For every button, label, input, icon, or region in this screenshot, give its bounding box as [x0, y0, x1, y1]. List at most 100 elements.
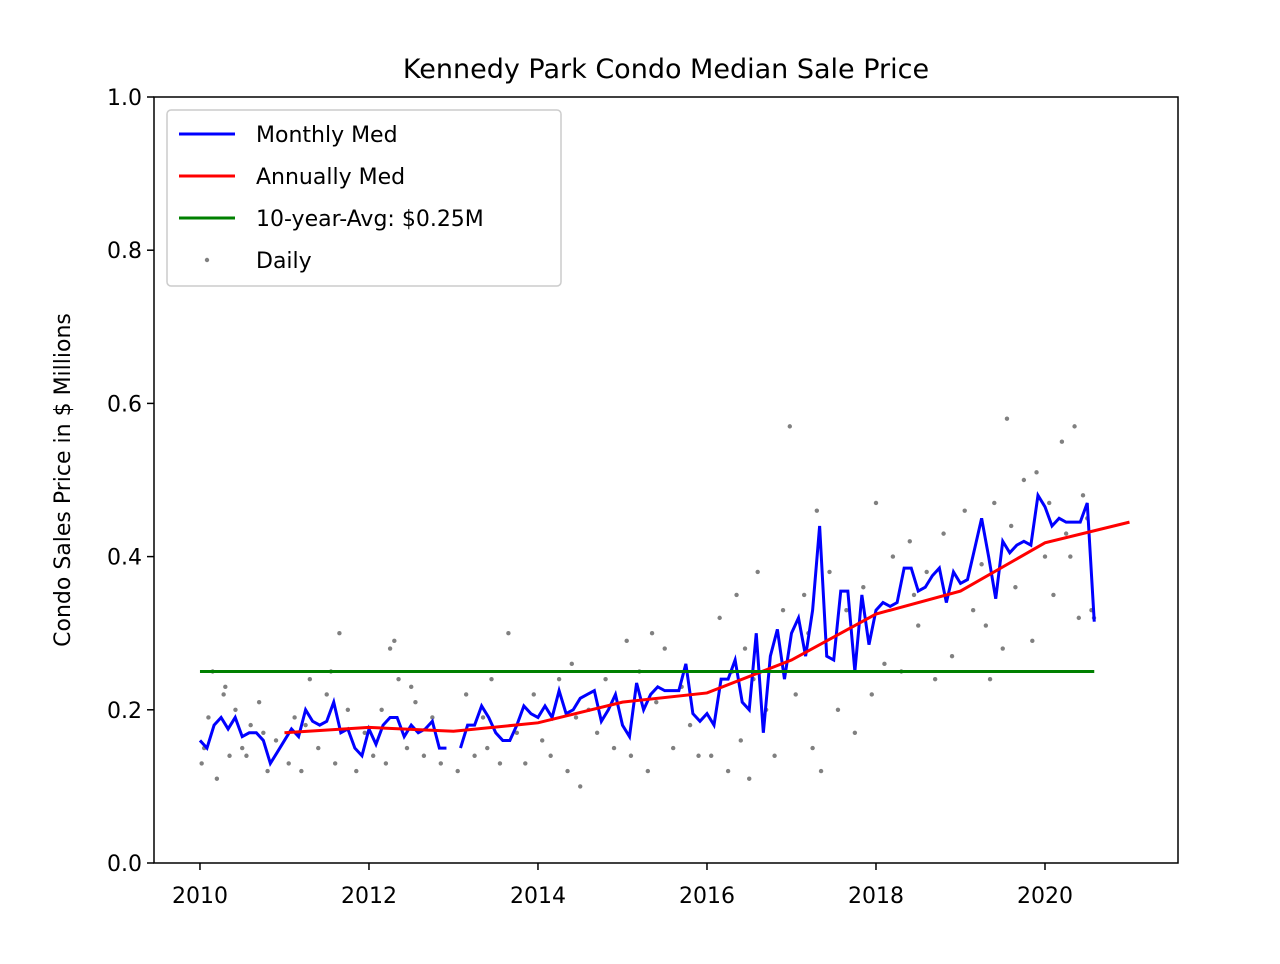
scatter-point [916, 623, 921, 628]
scatter-point [1051, 592, 1056, 598]
scatter-point [556, 676, 562, 682]
scatter-point [256, 699, 262, 705]
legend-label: Daily [256, 249, 312, 274]
scatter-point [962, 508, 967, 513]
scatter-point [949, 653, 955, 659]
scatter-point [793, 692, 798, 697]
scatter-point [742, 646, 748, 651]
scatter-point [1034, 470, 1039, 475]
scatter-point [734, 592, 739, 598]
scatter-point [261, 730, 266, 735]
scatter-point [1021, 477, 1027, 483]
y-tick-label: 0.8 [107, 239, 142, 264]
scatter-point [404, 745, 410, 751]
scatter-point [787, 424, 792, 429]
scatter-point [362, 730, 367, 735]
scatter-point [299, 768, 304, 774]
scatter-point [869, 692, 874, 697]
scatter-point [979, 562, 984, 567]
scatter-point [594, 730, 600, 735]
scatter-point [413, 699, 418, 705]
x-tick-label: 2018 [848, 884, 904, 909]
scatter-point [780, 608, 786, 613]
scatter-point [1047, 500, 1052, 506]
scatter-point [654, 699, 659, 705]
scatter-point [1068, 554, 1073, 559]
scatter-point [1030, 638, 1035, 644]
scatter-point [438, 761, 444, 766]
scatter-point [970, 608, 976, 613]
scatter-point [873, 500, 879, 506]
scatter-point [687, 722, 693, 728]
y-tick-label: 0.0 [107, 852, 142, 877]
scatter-point [316, 745, 321, 751]
scatter-point [286, 761, 291, 766]
chart-title: Kennedy Park Condo Median Sale Price [403, 54, 929, 85]
scatter-point [827, 569, 832, 575]
scatter-point [670, 745, 676, 751]
scatter-point [1063, 531, 1069, 536]
scatter-point [514, 730, 520, 735]
scatter-point [472, 753, 477, 758]
scatter-point [911, 592, 917, 598]
scatter-point [223, 684, 228, 690]
scatter-point [725, 768, 731, 774]
scatter-point [755, 569, 760, 575]
legend-label: Monthly Med [256, 123, 398, 148]
scatter-point [738, 738, 743, 743]
y-tick-label: 0.2 [107, 699, 142, 724]
scatter-point [206, 715, 211, 720]
scatter-point [1004, 416, 1010, 421]
scatter-point [844, 608, 849, 613]
scatter-point [696, 753, 701, 758]
scatter-point [1080, 493, 1086, 498]
scatter-point [240, 745, 245, 751]
scatter-point [987, 676, 993, 682]
x-tick-label: 2010 [172, 884, 228, 909]
scatter-point [273, 738, 279, 743]
scatter-point [421, 753, 427, 758]
scatter-point [1000, 646, 1005, 651]
scatter-point [662, 646, 667, 651]
scatter-point [907, 539, 912, 544]
y-tick-label: 1.0 [107, 86, 142, 111]
scatter-point [523, 761, 528, 766]
scatter-point [392, 638, 397, 644]
y-tick-label: 0.4 [107, 546, 142, 571]
scatter-point [307, 676, 313, 682]
x-tick-label: 2014 [510, 884, 566, 909]
legend-label: 10-year-Avg: $0.25M [256, 207, 484, 232]
scatter-point [624, 638, 629, 644]
scatter-point [248, 722, 253, 728]
scatter-point [265, 768, 270, 774]
scatter-point [506, 631, 511, 636]
scatter-point [332, 761, 338, 766]
scatter-point [199, 761, 204, 766]
series-line [459, 490, 1096, 749]
scatter-point [345, 707, 351, 712]
scatter-point [983, 623, 989, 628]
legend-marker [204, 257, 210, 263]
scatter-point [835, 707, 841, 712]
scatter-point [628, 753, 634, 758]
scatter-point [717, 615, 722, 621]
scatter-point [772, 753, 777, 758]
scatter-point [455, 768, 460, 774]
series-line [198, 696, 447, 768]
scatter-point [814, 508, 820, 513]
scatter-point [1042, 554, 1048, 559]
scatter-point [396, 676, 401, 682]
scatter-point [214, 776, 220, 781]
scatter-point [578, 784, 583, 789]
scatter-point [387, 646, 393, 651]
scatter-point [882, 661, 887, 667]
scatter-point [354, 768, 359, 774]
scatter-point [569, 661, 574, 667]
scatter-point [244, 753, 249, 758]
scatter-point [370, 753, 376, 758]
scatter-point [603, 676, 608, 682]
scatter-point [565, 768, 570, 774]
scatter-point [540, 738, 545, 743]
scatter-point [324, 692, 329, 697]
